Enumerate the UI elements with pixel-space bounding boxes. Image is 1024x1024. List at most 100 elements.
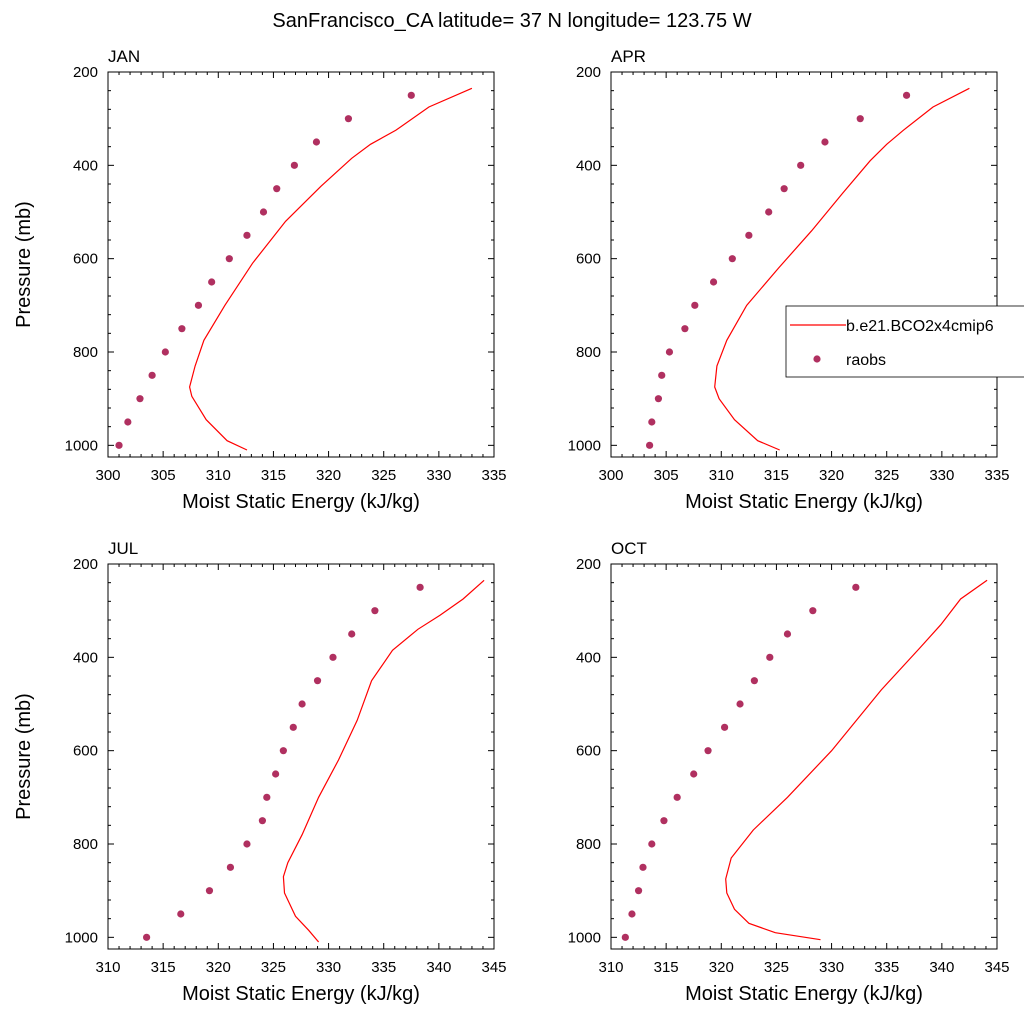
raobs-point [750, 677, 758, 685]
raobs-point [745, 231, 753, 239]
raobs-point [709, 278, 718, 286]
raobs-point [681, 325, 689, 333]
model-series-line [282, 579, 485, 943]
raobs-point [371, 607, 379, 615]
raobs-point [208, 278, 216, 286]
raobs-point [348, 630, 356, 638]
y-tick-label: 200 [576, 556, 601, 573]
raobs-point [690, 770, 698, 778]
x-tick-label: 340 [426, 959, 451, 976]
model-series-line [725, 579, 988, 941]
x-tick-label: 335 [371, 959, 396, 976]
raobs-point [648, 418, 656, 426]
raobs-point [263, 793, 271, 801]
raobs-point [736, 700, 744, 708]
panel-title-jul: JUL [108, 539, 138, 558]
y-tick-label: 400 [73, 649, 98, 666]
y-tick-label: 600 [576, 743, 601, 760]
x-tick-label: 315 [151, 959, 176, 976]
y-tick-label: 1000 [65, 437, 98, 454]
raobs-point [289, 723, 297, 731]
raobs-point [124, 418, 132, 426]
raobs-point [272, 770, 280, 778]
raobs-point [852, 583, 860, 591]
raobs-point [279, 747, 287, 755]
x-tick-label: 330 [426, 467, 451, 484]
y-tick-label: 400 [576, 649, 601, 666]
y-tick-label: 800 [576, 344, 601, 361]
raobs-point [243, 231, 251, 239]
x-tick-label: 320 [316, 467, 341, 484]
raobs-point [720, 723, 729, 731]
raobs-point [178, 325, 186, 333]
y-axis-label: Pressure (mb) [13, 201, 35, 328]
x-tick-label: 310 [709, 467, 734, 484]
raobs-point [634, 887, 643, 895]
y-tick-label: 800 [73, 344, 98, 361]
raobs-point [344, 115, 353, 123]
panel-apr: 300 305 310 315 320 325 330 335 200 400 600 800 1000… [568, 47, 1010, 513]
panel-title-oct: OCT [611, 539, 647, 558]
raobs-point [783, 630, 792, 638]
y-tick-label: 1000 [568, 929, 601, 946]
raobs-point [821, 138, 829, 146]
y-tick-label: 1000 [568, 437, 601, 454]
y-tick-label: 200 [73, 64, 98, 81]
x-tick-label: 325 [261, 959, 286, 976]
raobs-point [646, 441, 654, 449]
raobs-point [205, 887, 214, 895]
raobs-point [809, 607, 817, 615]
raobs-point [258, 817, 266, 825]
raobs-point [416, 583, 424, 591]
y-tick-label: 400 [73, 157, 98, 174]
raobs-point [329, 653, 337, 661]
raobs-point [148, 371, 156, 379]
raobs-point [194, 301, 203, 309]
raobs-point [161, 348, 169, 356]
raobs-point [765, 208, 773, 216]
y-tick-label: 800 [73, 836, 98, 853]
panel-jul: 310 315 320 325 330 335 340 345 200 400 600 800 1000… [13, 539, 507, 1005]
x-tick-label: 330 [316, 959, 341, 976]
x-tick-label: 320 [206, 959, 231, 976]
raobs-point [673, 793, 681, 801]
plot-frame [107, 563, 495, 950]
raobs-point [298, 700, 306, 708]
y-axis-label: Pressure (mb) [13, 693, 35, 820]
panel-jan: 300 305 310 315 320 325 330 335 200 400 600 800 1000… [13, 47, 507, 513]
raobs-point [136, 395, 144, 403]
x-tick-label: 310 [95, 959, 120, 976]
x-tick-label: 335 [481, 467, 506, 484]
x-tick-label: 300 [598, 467, 623, 484]
raobs-point [728, 255, 736, 263]
model-series-line [188, 87, 473, 451]
raobs-point [143, 933, 151, 941]
plot-frame [610, 563, 998, 950]
y-tick-label: 200 [576, 64, 601, 81]
raobs-point [177, 910, 185, 918]
raobs-point [259, 208, 268, 216]
raobs-point [290, 161, 298, 169]
x-tick-label: 325 [764, 959, 789, 976]
panel-oct: 310 315 320 325 330 335 340 345 200 400 600 800 1000… [568, 539, 1010, 1005]
raobs-point [313, 677, 322, 685]
panel-title-jan: JAN [108, 47, 140, 66]
legend-dot-marker [813, 355, 821, 363]
raobs-point [658, 371, 666, 379]
raobs-point [766, 653, 774, 661]
raobs-point [225, 255, 233, 263]
raobs-point [312, 138, 321, 146]
y-tick-label: 800 [576, 836, 601, 853]
legend: b.e21.BCO2x4cmip6 raobs [785, 305, 1024, 378]
y-tick-label: 600 [73, 251, 98, 268]
x-tick-label: 320 [819, 467, 844, 484]
raobs-point [115, 441, 123, 449]
x-tick-label: 345 [481, 959, 506, 976]
panel-title-apr: APR [611, 47, 646, 66]
raobs-point [621, 933, 629, 941]
x-axis-label: Moist Static Energy (kJ/kg) [685, 983, 923, 1005]
x-tick-label: 330 [819, 959, 844, 976]
raobs-point [654, 395, 663, 403]
raobs-point [665, 348, 674, 356]
legend-model-label: b.e21.BCO2x4cmip6 [846, 318, 994, 335]
